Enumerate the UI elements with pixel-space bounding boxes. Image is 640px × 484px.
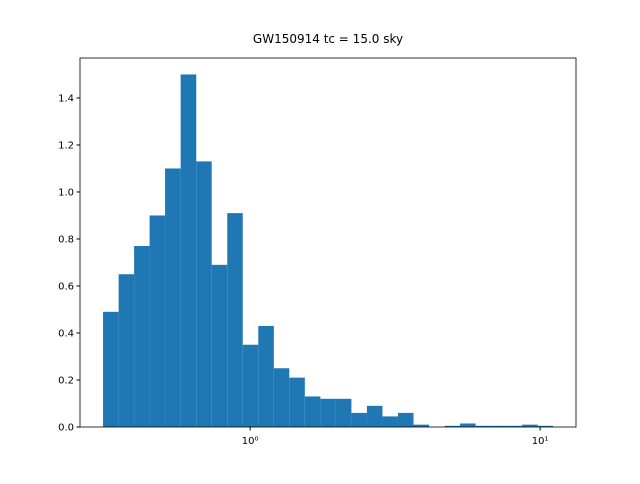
y-tick-label: 0.6: [58, 281, 74, 292]
bar: [491, 425, 507, 427]
y-tick-label: 1.0: [58, 187, 74, 198]
y-tick-label: 0.8: [58, 234, 74, 245]
bar: [366, 405, 383, 427]
bar: [475, 425, 492, 427]
bar: [506, 425, 523, 427]
bar: [118, 274, 135, 427]
bar: [537, 425, 554, 427]
bar: [460, 423, 476, 427]
y-tick-label: 0.4: [58, 328, 74, 339]
plot-frame: [79, 57, 577, 428]
bar: [320, 398, 336, 427]
bar: [134, 246, 150, 427]
bar: [273, 368, 290, 427]
bar: [351, 412, 367, 427]
y-tick-label: 1.2: [58, 140, 74, 151]
bar: [180, 74, 197, 427]
x-tick-label: 10⁰: [242, 436, 259, 447]
bar: [413, 424, 430, 427]
bar: [196, 161, 212, 428]
bar: [304, 396, 321, 427]
bar: [211, 264, 228, 427]
bar: [522, 424, 538, 427]
y-tick-label: 1.4: [58, 93, 74, 104]
bar: [103, 311, 119, 427]
y-tick-label: 0.0: [58, 423, 74, 434]
bar: [335, 398, 352, 427]
chart-title: GW150914 tc = 15.0 sky: [253, 32, 403, 46]
bar: [444, 425, 461, 427]
bar: [289, 377, 305, 427]
bar: [397, 412, 414, 427]
bar: [165, 168, 181, 427]
bar: [258, 325, 274, 427]
x-tick-label: 10¹: [532, 436, 549, 447]
bar: [382, 416, 398, 427]
bar: [149, 215, 166, 427]
bar: [227, 213, 243, 427]
y-tick-label: 0.2: [58, 375, 74, 386]
bar: [242, 344, 259, 427]
